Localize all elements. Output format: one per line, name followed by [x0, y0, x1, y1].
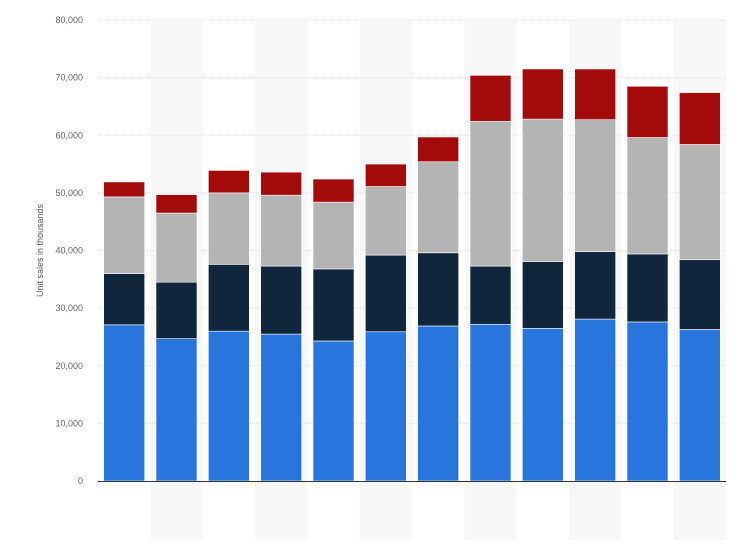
- bar-segment: [417, 136, 459, 163]
- bar-segment: [574, 68, 616, 120]
- bar-segment: [574, 318, 616, 482]
- bar-segment: [208, 330, 250, 482]
- bar-segment: [260, 171, 302, 196]
- y-tick-label: 40,000: [55, 246, 83, 256]
- bar-segment: [417, 252, 459, 327]
- gridlines: [98, 19, 726, 424]
- bar-segment: [679, 329, 721, 482]
- bar-segment: [260, 194, 302, 267]
- bar-segment: [626, 253, 669, 323]
- bar-segment: [522, 118, 564, 262]
- bar-segment: [208, 192, 250, 265]
- bar-segment: [626, 321, 669, 482]
- bars: [103, 68, 721, 482]
- bar-segment: [469, 75, 512, 122]
- y-axis-ticks: 0 10,000 20,000 30,000 40,000 50,000 60,000 70,…: [55, 15, 83, 486]
- bar-segment: [208, 170, 250, 194]
- bar-segment: [522, 261, 564, 329]
- y-tick-label: 0: [78, 476, 83, 486]
- bar-segment: [679, 259, 721, 330]
- bar-segment: [155, 194, 198, 214]
- bar-segment: [208, 264, 250, 332]
- bar-segment: [417, 325, 459, 482]
- y-tick-label: 10,000: [55, 418, 83, 428]
- bar-segment: [312, 178, 355, 203]
- bar-segment: [679, 92, 721, 145]
- bar-segment: [103, 181, 145, 198]
- bar-segment: [522, 327, 564, 482]
- bar-segment: [469, 323, 512, 482]
- bar-segment: [574, 119, 616, 252]
- bar-segment: [469, 265, 512, 325]
- bar-segment: [626, 137, 669, 255]
- y-tick-label: 20,000: [55, 361, 83, 371]
- bar-segment: [417, 161, 459, 254]
- bar-segment: [260, 333, 302, 482]
- bar-segment: [312, 340, 355, 482]
- bar-segment: [522, 68, 564, 120]
- bar-segment: [155, 281, 198, 339]
- y-tick-label: 80,000: [55, 15, 83, 25]
- y-tick-label: 60,000: [55, 130, 83, 140]
- bar-segment: [312, 268, 355, 342]
- bar-segment: [365, 186, 407, 256]
- y-tick-label: 50,000: [55, 188, 83, 198]
- y-tick-label: 70,000: [55, 73, 83, 83]
- bar-segment: [312, 201, 355, 270]
- bar-segment: [679, 144, 721, 261]
- bar-segment: [155, 212, 198, 283]
- bar-segment: [469, 121, 512, 267]
- y-axis-title: Unit sales in thousands: [35, 203, 45, 297]
- bar-segment: [574, 251, 616, 320]
- bar-segment: [365, 163, 407, 187]
- bar-segment: [260, 265, 302, 335]
- bar-segment: [103, 196, 145, 274]
- bar-segment: [626, 85, 669, 138]
- bar-segment: [365, 331, 407, 482]
- bar-segment: [103, 273, 145, 326]
- bar-segment: [103, 324, 145, 482]
- bar-segment: [155, 338, 198, 482]
- bar-segment: [365, 254, 407, 333]
- y-tick-label: 30,000: [55, 303, 83, 313]
